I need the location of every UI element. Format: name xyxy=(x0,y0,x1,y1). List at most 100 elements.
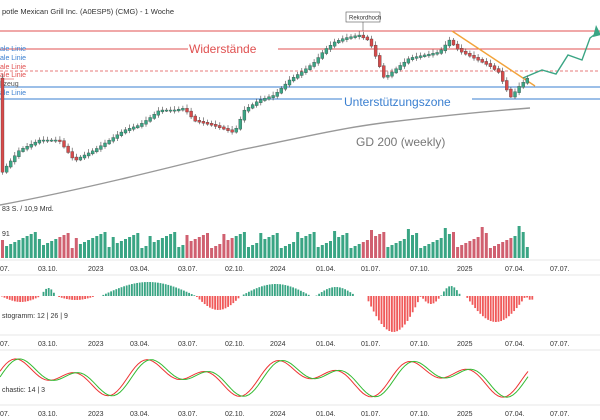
line-label: ale Linie xyxy=(0,90,26,97)
volume-bar xyxy=(160,238,164,258)
downtrend-line xyxy=(451,30,536,87)
macd-bar xyxy=(294,288,297,296)
macd-bar xyxy=(508,296,510,317)
macd-bar xyxy=(430,296,432,304)
volume-bar xyxy=(33,232,37,258)
macd-bar xyxy=(370,296,372,307)
macd-bar xyxy=(190,294,193,296)
candle-body xyxy=(398,65,402,70)
candle-body xyxy=(95,148,99,153)
macd-bar xyxy=(133,283,136,296)
macd-bar xyxy=(237,296,240,299)
volume-bar xyxy=(345,233,349,258)
macd-bar xyxy=(276,284,279,296)
candle-body xyxy=(464,50,468,55)
candle-body xyxy=(312,62,316,67)
candle-body xyxy=(484,61,488,65)
macd-bar xyxy=(14,296,16,302)
macd-bar xyxy=(479,296,482,314)
candle-body xyxy=(185,108,189,113)
macd-bar xyxy=(323,290,326,296)
macd-bar xyxy=(398,296,401,330)
macd-bar xyxy=(497,296,500,322)
macd-bar xyxy=(500,296,502,322)
macd-bar xyxy=(154,282,157,296)
volume-bar xyxy=(13,242,17,258)
macd-bar xyxy=(136,282,138,296)
candle-body xyxy=(193,115,197,122)
volume-bar xyxy=(169,234,173,258)
candle-body xyxy=(496,68,501,73)
candle-body xyxy=(505,80,509,91)
candle-body xyxy=(279,88,283,94)
volume-bar xyxy=(78,244,82,258)
volume-bar xyxy=(156,240,160,258)
volume-bar xyxy=(480,227,484,258)
macd-bar xyxy=(458,293,461,296)
candle-body xyxy=(230,129,234,133)
macd-bar xyxy=(180,289,183,296)
volume-bar xyxy=(214,246,218,258)
macd-bar xyxy=(440,295,443,296)
macd-bar xyxy=(333,287,336,296)
x-tick-label: 02.10. xyxy=(225,341,245,348)
volume-bar xyxy=(181,245,185,258)
macd-bar xyxy=(367,296,370,302)
macd-bar xyxy=(6,296,8,299)
macd-bar xyxy=(216,296,219,310)
candle-body xyxy=(337,40,341,44)
stochastic-label: chastic: 14 | 3 xyxy=(2,387,45,394)
x-tick-label: 03.04. xyxy=(130,266,150,273)
candle-body xyxy=(132,126,136,130)
candle-body xyxy=(324,48,329,54)
volume-bar xyxy=(251,245,255,258)
candle-body xyxy=(70,151,74,159)
volume-bar xyxy=(308,234,312,258)
candle-body xyxy=(13,155,17,163)
x-tick-label: 2024 xyxy=(270,266,286,273)
candle-body xyxy=(509,88,513,98)
macd-bar xyxy=(289,286,292,296)
volume-bar xyxy=(312,232,316,258)
volume-bar xyxy=(9,244,13,258)
macd-bar xyxy=(16,296,19,302)
candle-body xyxy=(353,35,357,38)
volume-bar xyxy=(497,244,501,258)
macd-bar xyxy=(528,296,531,300)
candle-body xyxy=(21,148,25,152)
macd-bar xyxy=(450,286,453,296)
volume-bar xyxy=(435,240,439,258)
macd-bar xyxy=(24,296,27,302)
macd-bar xyxy=(505,296,508,319)
macd-bar xyxy=(193,295,196,296)
macd-bar xyxy=(320,292,323,296)
volume-bar xyxy=(452,232,455,258)
volume-bar xyxy=(119,241,123,258)
macd-bar xyxy=(456,290,458,296)
volume-bar xyxy=(513,236,517,258)
volume-bar xyxy=(411,235,414,258)
candle-body xyxy=(259,99,263,103)
volume-bar xyxy=(484,233,488,258)
candle-body xyxy=(164,109,169,112)
macd-bar xyxy=(115,289,118,296)
candle-body xyxy=(304,68,308,73)
macd-bar xyxy=(76,296,79,300)
macd-bar xyxy=(427,296,430,304)
candle-body xyxy=(328,45,333,50)
macd-bar xyxy=(302,292,305,296)
macd-bar xyxy=(401,296,404,328)
macd-bar xyxy=(300,290,302,296)
x-tick-label: 07.07. xyxy=(550,341,570,348)
x-tick-label: 07.10. xyxy=(410,266,430,273)
x-tick-label: 03.10. xyxy=(38,266,58,273)
candle-body xyxy=(246,107,251,112)
volume-bar xyxy=(406,229,410,258)
candle-body xyxy=(115,134,119,139)
volume-bar xyxy=(247,247,250,258)
volume-bar xyxy=(17,240,21,258)
candle-body xyxy=(488,63,493,67)
x-tick-label: 01.04. xyxy=(316,266,336,273)
volume-bar xyxy=(83,242,86,258)
